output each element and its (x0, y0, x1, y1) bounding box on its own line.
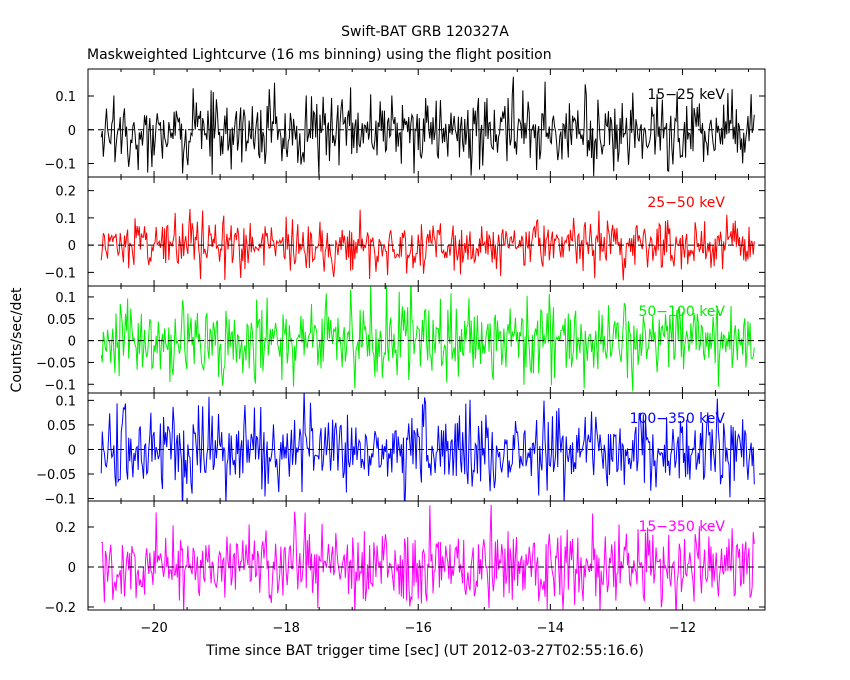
series-line-5 (101, 504, 755, 610)
y-tick-label: 0.2 (55, 521, 76, 536)
panel-frame-5 (87, 500, 766, 611)
y-tick-label: 0.1 (55, 291, 76, 306)
series-label-2: 25−50 keV (647, 195, 725, 211)
series-line-1 (100, 76, 755, 177)
y-tick-label: 0.1 (55, 394, 76, 409)
y-axis-label: Counts/sec/det (9, 287, 25, 392)
series-label-1: 15−25 keV (647, 87, 725, 103)
y-tick-label: 0.1 (55, 212, 76, 227)
panel-5: −0.2 0 0.2 15−350 keV (44, 500, 766, 616)
panels-group: −0.100.1 15−25 keV−0.100.10.225−50 keV−0.… (36, 68, 766, 636)
x-tick-label: −16 (405, 621, 432, 636)
series-label-4: 100−350 keV (630, 411, 726, 427)
x-tick-label: −14 (537, 621, 564, 636)
panel-3: −0.1 −0.05 0 0.05 0.1 50−100 keV (36, 285, 766, 394)
y-tick-label: −0.05 (36, 468, 76, 483)
y-tick-label: −0.05 (36, 356, 76, 371)
y-tick-label: 0.2 (55, 185, 76, 200)
panel-4: −0.1 −0.05 0 0.05 0.1 100−350 keV (36, 392, 766, 508)
y-tick-label: −0.1 (44, 378, 76, 393)
x-tick-label: −18 (272, 621, 299, 636)
series-line-3 (100, 286, 755, 392)
x-axis-label: Time since BAT trigger time [sec] (UT 20… (205, 643, 644, 659)
y-tick-label: 0 (68, 335, 76, 350)
y-tick-label: 0.05 (47, 313, 76, 328)
y-tick-label: 0 (68, 443, 76, 458)
chart-title: Swift-BAT GRB 120327A (341, 24, 509, 40)
y-tick-label: 0 (68, 124, 76, 139)
panel-1: −0.1 0 0.1 15−25 keV (44, 68, 766, 178)
x-tick-label: −20 (140, 621, 167, 636)
panel-2: −0.1 0 0.1 0.2 25−50 keV (44, 176, 766, 287)
y-tick-label: −0.1 (44, 493, 76, 508)
y-tick-label: 0.05 (47, 419, 76, 434)
chart-subtitle: Maskweighted Lightcurve (16 ms binning) … (87, 47, 552, 63)
y-tick-label: 0.1 (55, 90, 76, 105)
y-tick-label: 0 (68, 561, 76, 576)
x-tick-label: −12 (669, 621, 696, 636)
y-tick-label: 0 (68, 239, 76, 254)
series-line-4 (100, 393, 755, 501)
series-label-5: 15−350 keV (638, 519, 725, 535)
series-label-3: 50−100 keV (638, 304, 725, 320)
y-tick-label: −0.1 (44, 266, 76, 281)
y-tick-label: −0.1 (44, 158, 76, 173)
y-tick-label: −0.2 (44, 601, 76, 616)
panel-frame-2 (87, 176, 766, 287)
series-line-2 (100, 208, 755, 281)
